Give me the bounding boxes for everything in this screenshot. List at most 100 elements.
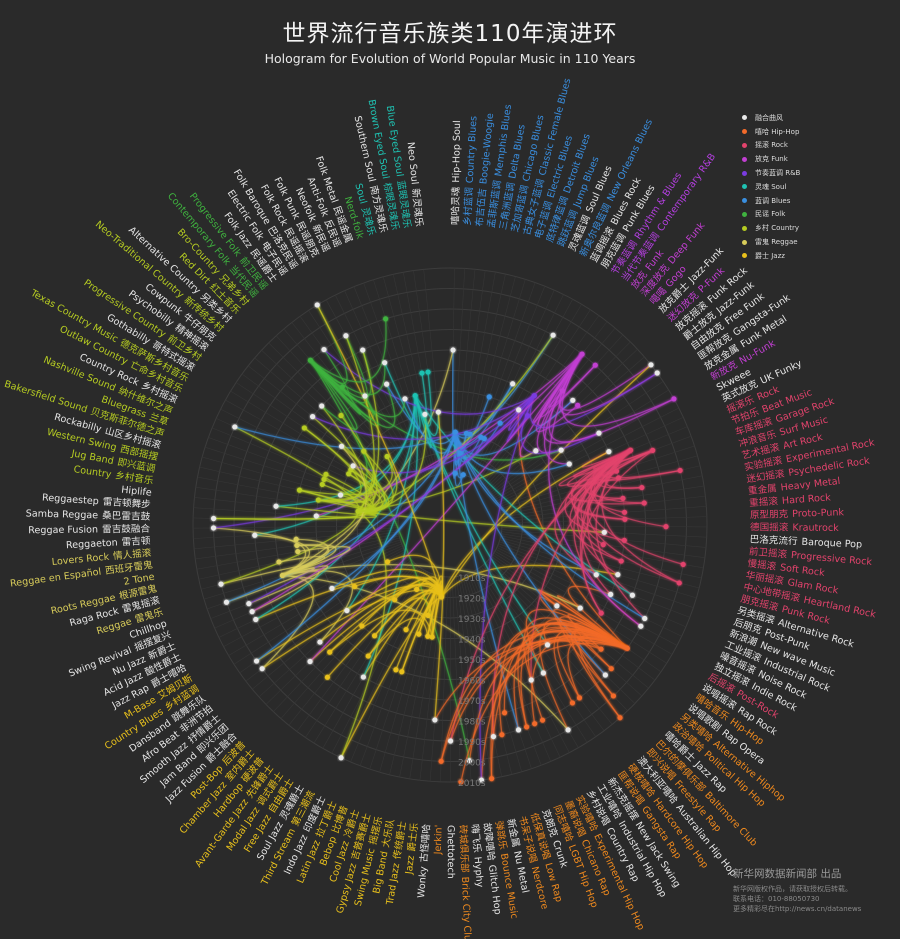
genre-node[interactable] <box>576 695 583 701</box>
genre-node[interactable] <box>598 646 604 652</box>
genre-node[interactable] <box>323 471 329 477</box>
genre-node[interactable] <box>575 402 581 408</box>
genre-node[interactable] <box>346 471 352 477</box>
genre-node[interactable] <box>642 615 648 622</box>
genre-node[interactable] <box>566 461 572 467</box>
genre-node[interactable] <box>210 525 217 531</box>
genre-node[interactable] <box>273 503 279 509</box>
genre-node[interactable] <box>558 447 564 453</box>
genre-node[interactable] <box>315 497 321 503</box>
genre-label[interactable]: 砖城俱乐部 Brick City Club <box>457 824 474 939</box>
genre-node[interactable] <box>293 536 299 542</box>
genre-node[interactable] <box>365 653 371 659</box>
genre-node[interactable] <box>577 605 583 611</box>
genre-node[interactable] <box>663 524 669 530</box>
genre-label[interactable]: Reggaeton 雷吉顿 <box>66 535 152 551</box>
genre-node[interactable] <box>501 710 508 716</box>
genre-node[interactable] <box>621 537 627 543</box>
genre-node[interactable] <box>531 392 537 399</box>
genre-node[interactable] <box>348 467 354 473</box>
genre-node[interactable] <box>319 403 325 409</box>
genre-node[interactable] <box>524 724 530 730</box>
genre-label[interactable]: 原型朋克 Proto-Punk <box>750 506 845 521</box>
genre-node[interactable] <box>307 658 313 665</box>
genre-node[interactable] <box>314 302 320 308</box>
genre-node[interactable] <box>317 639 323 645</box>
genre-node[interactable] <box>402 396 408 402</box>
genre-node[interactable] <box>412 392 418 399</box>
genre-node[interactable] <box>554 603 560 609</box>
genre-node[interactable] <box>467 431 473 437</box>
genre-node[interactable] <box>598 610 604 616</box>
genre-node[interactable] <box>438 758 444 764</box>
genre-label[interactable]: Reggaestep 雷吉顿舞步 <box>42 491 151 510</box>
genre-label[interactable]: Ghettotech <box>445 825 456 879</box>
genre-node[interactable] <box>223 599 230 605</box>
genre-node[interactable] <box>458 779 464 785</box>
genre-node[interactable] <box>294 542 300 549</box>
genre-label[interactable]: 德国摇滚 Krautrock <box>750 521 839 534</box>
genre-node[interactable] <box>624 645 630 651</box>
genre-node[interactable] <box>425 369 431 375</box>
genre-node[interactable] <box>602 672 608 678</box>
genre-node[interactable] <box>654 370 660 376</box>
genre-node[interactable] <box>528 677 534 683</box>
genre-node[interactable] <box>362 393 368 399</box>
genre-node[interactable] <box>321 476 327 482</box>
genre-node[interactable] <box>382 360 388 366</box>
genre-node[interactable] <box>339 384 345 390</box>
genre-node[interactable] <box>438 594 445 600</box>
genre-label[interactable]: 嗨飞乐 Hyphy <box>469 823 486 888</box>
genre-node[interactable] <box>210 515 217 522</box>
genre-node[interactable] <box>569 700 576 706</box>
genre-label[interactable]: 重摇滚 Hard Rock <box>749 491 832 509</box>
genre-node[interactable] <box>338 412 344 419</box>
genre-node[interactable] <box>497 420 503 426</box>
genre-node[interactable] <box>321 346 327 353</box>
genre-node[interactable] <box>610 693 617 699</box>
genre-node[interactable] <box>671 396 677 402</box>
genre-node[interactable] <box>641 500 647 506</box>
genre-node[interactable] <box>383 316 389 322</box>
genre-node[interactable] <box>338 443 345 449</box>
genre-node[interactable] <box>601 529 607 535</box>
genre-node[interactable] <box>600 542 606 548</box>
genre-node[interactable] <box>532 721 538 727</box>
genre-node[interactable] <box>565 727 571 733</box>
genre-node[interactable] <box>384 453 390 460</box>
genre-node[interactable] <box>295 548 301 555</box>
genre-label[interactable]: Jerkin' <box>433 825 445 856</box>
genre-node[interactable] <box>337 492 344 498</box>
genre-node[interactable] <box>253 616 259 623</box>
genre-label[interactable]: Lovers Rock 情人摇滚 <box>51 547 152 568</box>
genre-node[interactable] <box>450 347 456 353</box>
genre-node[interactable] <box>327 649 333 655</box>
genre-node[interactable] <box>539 717 546 723</box>
genre-node[interactable] <box>510 381 516 387</box>
genre-node[interactable] <box>403 627 409 633</box>
genre-node[interactable] <box>615 475 622 481</box>
genre-label[interactable]: Wonky 古怪嘻哈 <box>415 823 433 898</box>
genre-node[interactable] <box>618 558 624 564</box>
genre-node[interactable] <box>608 666 614 672</box>
genre-node[interactable] <box>516 407 522 413</box>
genre-node[interactable] <box>252 532 258 538</box>
genre-node[interactable] <box>628 447 634 453</box>
genre-node[interactable] <box>384 559 391 565</box>
genre-label[interactable]: Neo Soul 新灵魂乐 <box>405 141 426 227</box>
genre-node[interactable] <box>399 669 405 675</box>
genre-node[interactable] <box>307 357 313 363</box>
genre-node[interactable] <box>490 733 497 740</box>
genre-node[interactable] <box>629 592 636 598</box>
genre-node[interactable] <box>425 633 431 639</box>
genre-node[interactable] <box>650 447 656 453</box>
genre-node[interactable] <box>596 430 602 436</box>
genre-node[interactable] <box>460 472 466 478</box>
genre-node[interactable] <box>259 666 265 672</box>
genre-node[interactable] <box>218 581 224 587</box>
genre-node[interactable] <box>392 597 398 603</box>
genre-node[interactable] <box>639 484 645 491</box>
genre-node[interactable] <box>355 508 361 514</box>
genre-label[interactable]: 乡村蓝调 Country Blues <box>461 116 479 226</box>
genre-node[interactable] <box>425 612 431 618</box>
